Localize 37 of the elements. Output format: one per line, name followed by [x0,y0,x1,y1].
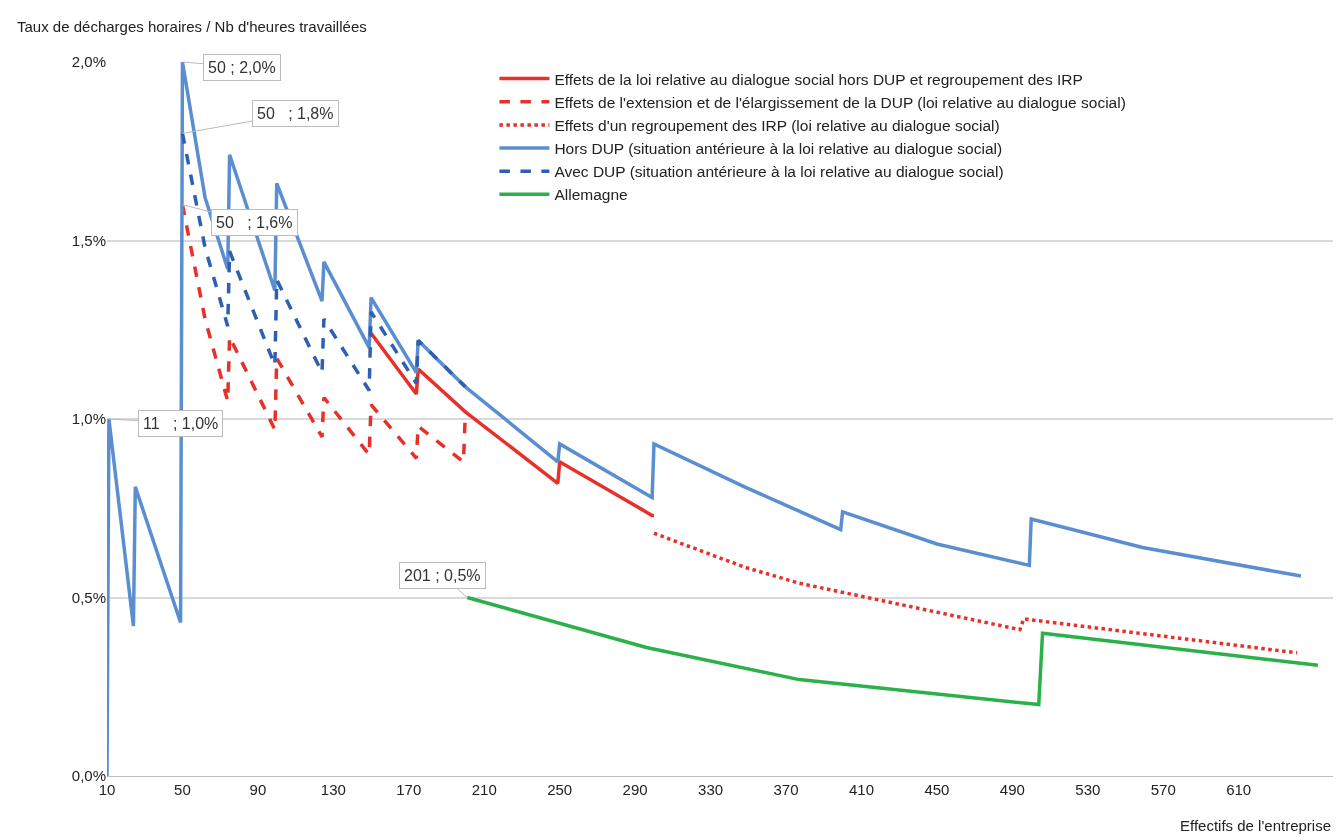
legend-label: Avec DUP (situation antérieure à la loi relative au dialogue social) [554,163,1004,181]
annotation: 11 ; 1,0% [143,415,219,432]
x-tick-label: 250 [547,781,573,798]
line-series [180,131,468,393]
x-tick-label: 410 [848,781,874,798]
annotation: 201 ; 0,5% [404,567,481,584]
y-tick-label: 0,5% [71,588,106,606]
x-tick-label: 130 [320,781,346,798]
annotation: 50 ; 1,6% [216,214,293,231]
legend-label: Effets de l'extension et de l'élargissement de la DUP (loi relative au dialogue social) [554,93,1126,111]
x-tick-label: 530 [1075,781,1101,798]
x-tick-label: 210 [471,781,497,798]
x-tick-label: 610 [1226,781,1252,798]
x-tick-label: 490 [999,781,1025,798]
y-axis-title: Taux de décharges horaires / Nb d'heures travaillées [17,18,367,35]
x-tick-label: 90 [249,781,267,798]
x-tick-label: 450 [924,781,950,798]
annotation: 50 ; 2,0% [208,59,276,76]
x-tick-label: 330 [698,781,724,798]
legend-label: Allemagne [554,186,628,204]
line-series [465,595,1320,707]
x-tick-label: 170 [396,781,422,798]
legend-label: Effets de la loi relative au dialogue social hors DUP et regroupement des IRP [554,70,1083,88]
line-series [369,331,656,518]
y-tick-label: 1,5% [71,231,106,249]
line-series [107,62,1303,776]
x-tick-label: 570 [1150,781,1176,798]
annotation: 50 ; 1,8% [257,105,334,122]
x-tick-label: 290 [622,781,648,798]
legend-label: Hors DUP (situation antérieure à la loi relative au dialogue social) [554,140,1003,158]
y-tick-label: 2,0% [71,53,106,71]
x-tick-label: 370 [773,781,799,798]
line-series [652,531,1299,655]
y-tick-label: 1,0% [71,410,106,428]
x-tick-label: 50 [174,781,191,798]
x-axis-title: Effectifs de l'entreprise [1180,817,1331,834]
legend-label: Effets d'un regroupement des IRP (loi relative au dialogue social) [554,116,1000,134]
